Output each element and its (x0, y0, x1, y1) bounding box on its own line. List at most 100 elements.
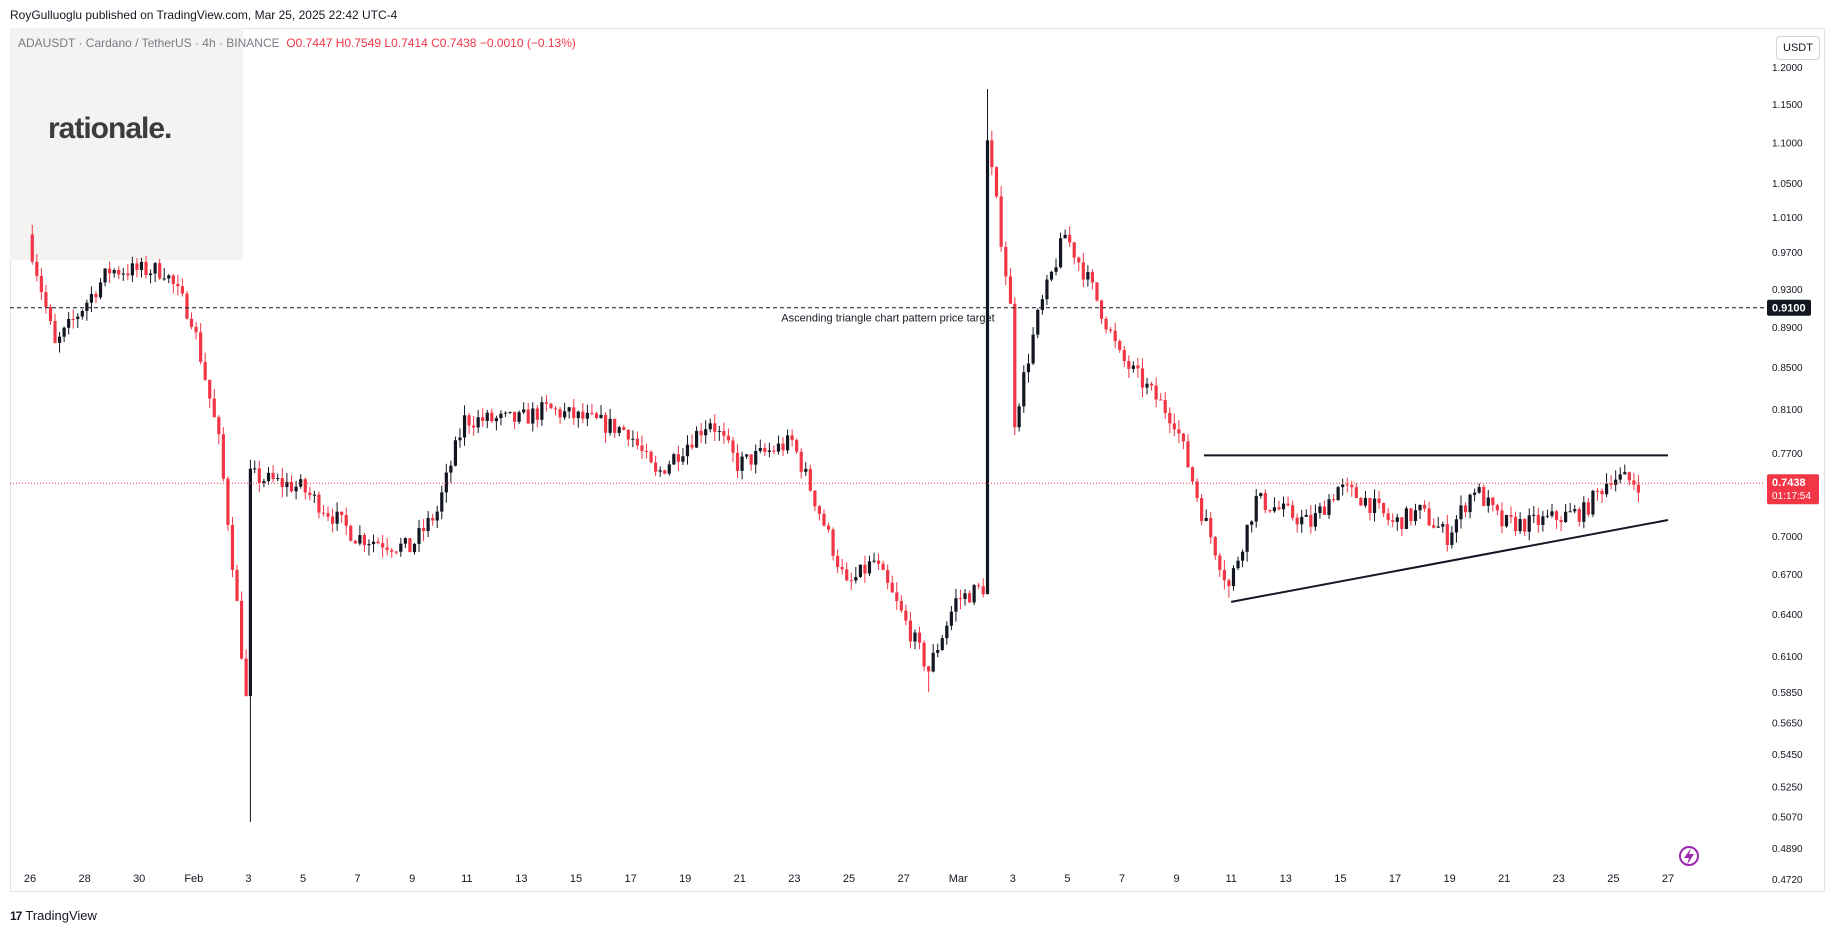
x-tick-label: 19 (679, 873, 691, 885)
candle (522, 402, 526, 415)
candle (813, 490, 817, 512)
candle (708, 418, 712, 433)
candle (1582, 496, 1586, 529)
candle (1272, 497, 1277, 513)
candle (1268, 509, 1272, 513)
x-tick-label: 28 (78, 873, 90, 885)
candle (635, 431, 640, 450)
x-tick-label: 17 (1389, 873, 1401, 885)
candle (1058, 232, 1063, 269)
lightning-icon[interactable] (1679, 846, 1699, 866)
candle (208, 379, 212, 409)
candle (317, 491, 321, 519)
candle (1331, 494, 1336, 503)
x-tick-label: 19 (1443, 873, 1455, 885)
candle (1459, 495, 1463, 529)
candle (508, 411, 512, 415)
candle (1190, 466, 1195, 485)
candle (512, 411, 517, 430)
x-tick-label: 7 (355, 873, 361, 885)
candle (212, 388, 216, 418)
candle (449, 460, 453, 483)
candle (649, 450, 653, 464)
candle (431, 513, 435, 526)
candle (1259, 492, 1263, 499)
candle (1418, 504, 1422, 519)
price-axis-panel[interactable] (1765, 28, 1825, 892)
candle (185, 291, 189, 320)
candle (362, 532, 367, 553)
candle (1209, 511, 1213, 544)
candle (35, 254, 39, 282)
candle (321, 505, 326, 517)
candle (899, 595, 903, 613)
candle (1454, 514, 1459, 543)
candle (1573, 504, 1577, 514)
x-tick-label: Mar (949, 873, 968, 885)
candle (776, 435, 781, 455)
candle (731, 437, 735, 462)
candle (1359, 496, 1363, 506)
candle (344, 507, 348, 536)
candle (472, 415, 476, 436)
candle (1286, 496, 1290, 507)
candle (1473, 488, 1477, 502)
candle (1022, 365, 1026, 413)
candle (563, 402, 567, 420)
candle (1450, 526, 1454, 549)
candle (1491, 496, 1495, 512)
x-tick-label: 30 (133, 873, 145, 885)
symbol-legend[interactable]: ADAUSDT · Cardano / TetherUS · 4h · BINA… (18, 36, 576, 50)
candle (1545, 509, 1550, 519)
candle (490, 408, 494, 424)
candle (1145, 377, 1149, 395)
candle (1468, 493, 1472, 519)
candle (1236, 556, 1240, 571)
candle (622, 424, 626, 431)
currency-button[interactable]: USDT (1776, 36, 1820, 60)
candle (726, 428, 731, 444)
candle (408, 538, 412, 553)
candle (585, 404, 589, 427)
candle (1281, 496, 1286, 517)
candle (795, 438, 799, 454)
candle (1013, 297, 1017, 436)
watermark-box (10, 28, 243, 260)
candle (517, 410, 521, 425)
candle (1204, 509, 1208, 522)
candle (985, 89, 990, 595)
candle (931, 644, 935, 673)
candle (1395, 513, 1399, 531)
y-tick-label: 1.2000 (1772, 63, 1803, 74)
candle (385, 537, 389, 556)
candle (1513, 511, 1518, 536)
candle (1063, 229, 1067, 239)
footer-brand[interactable]: 17 TradingView (10, 908, 97, 923)
candle (977, 582, 981, 590)
candle (76, 313, 80, 328)
candle (239, 591, 244, 660)
candle (1172, 413, 1176, 437)
candle (822, 509, 826, 527)
candle (444, 463, 448, 503)
candle (849, 572, 853, 590)
y-tick-label: 0.8900 (1772, 323, 1803, 334)
candle (189, 312, 194, 330)
candle (1231, 565, 1236, 591)
candle (1195, 478, 1199, 503)
candle (1504, 514, 1509, 528)
candle (271, 465, 275, 483)
candle (481, 408, 485, 427)
candle (808, 464, 812, 492)
candle (1086, 265, 1090, 287)
candle (1095, 282, 1099, 302)
candle (121, 267, 125, 281)
candle (581, 403, 585, 424)
candle (667, 460, 671, 476)
candle (990, 130, 994, 176)
candle (199, 323, 203, 365)
candle (303, 477, 307, 500)
candle (1136, 357, 1140, 379)
candle (371, 534, 376, 553)
